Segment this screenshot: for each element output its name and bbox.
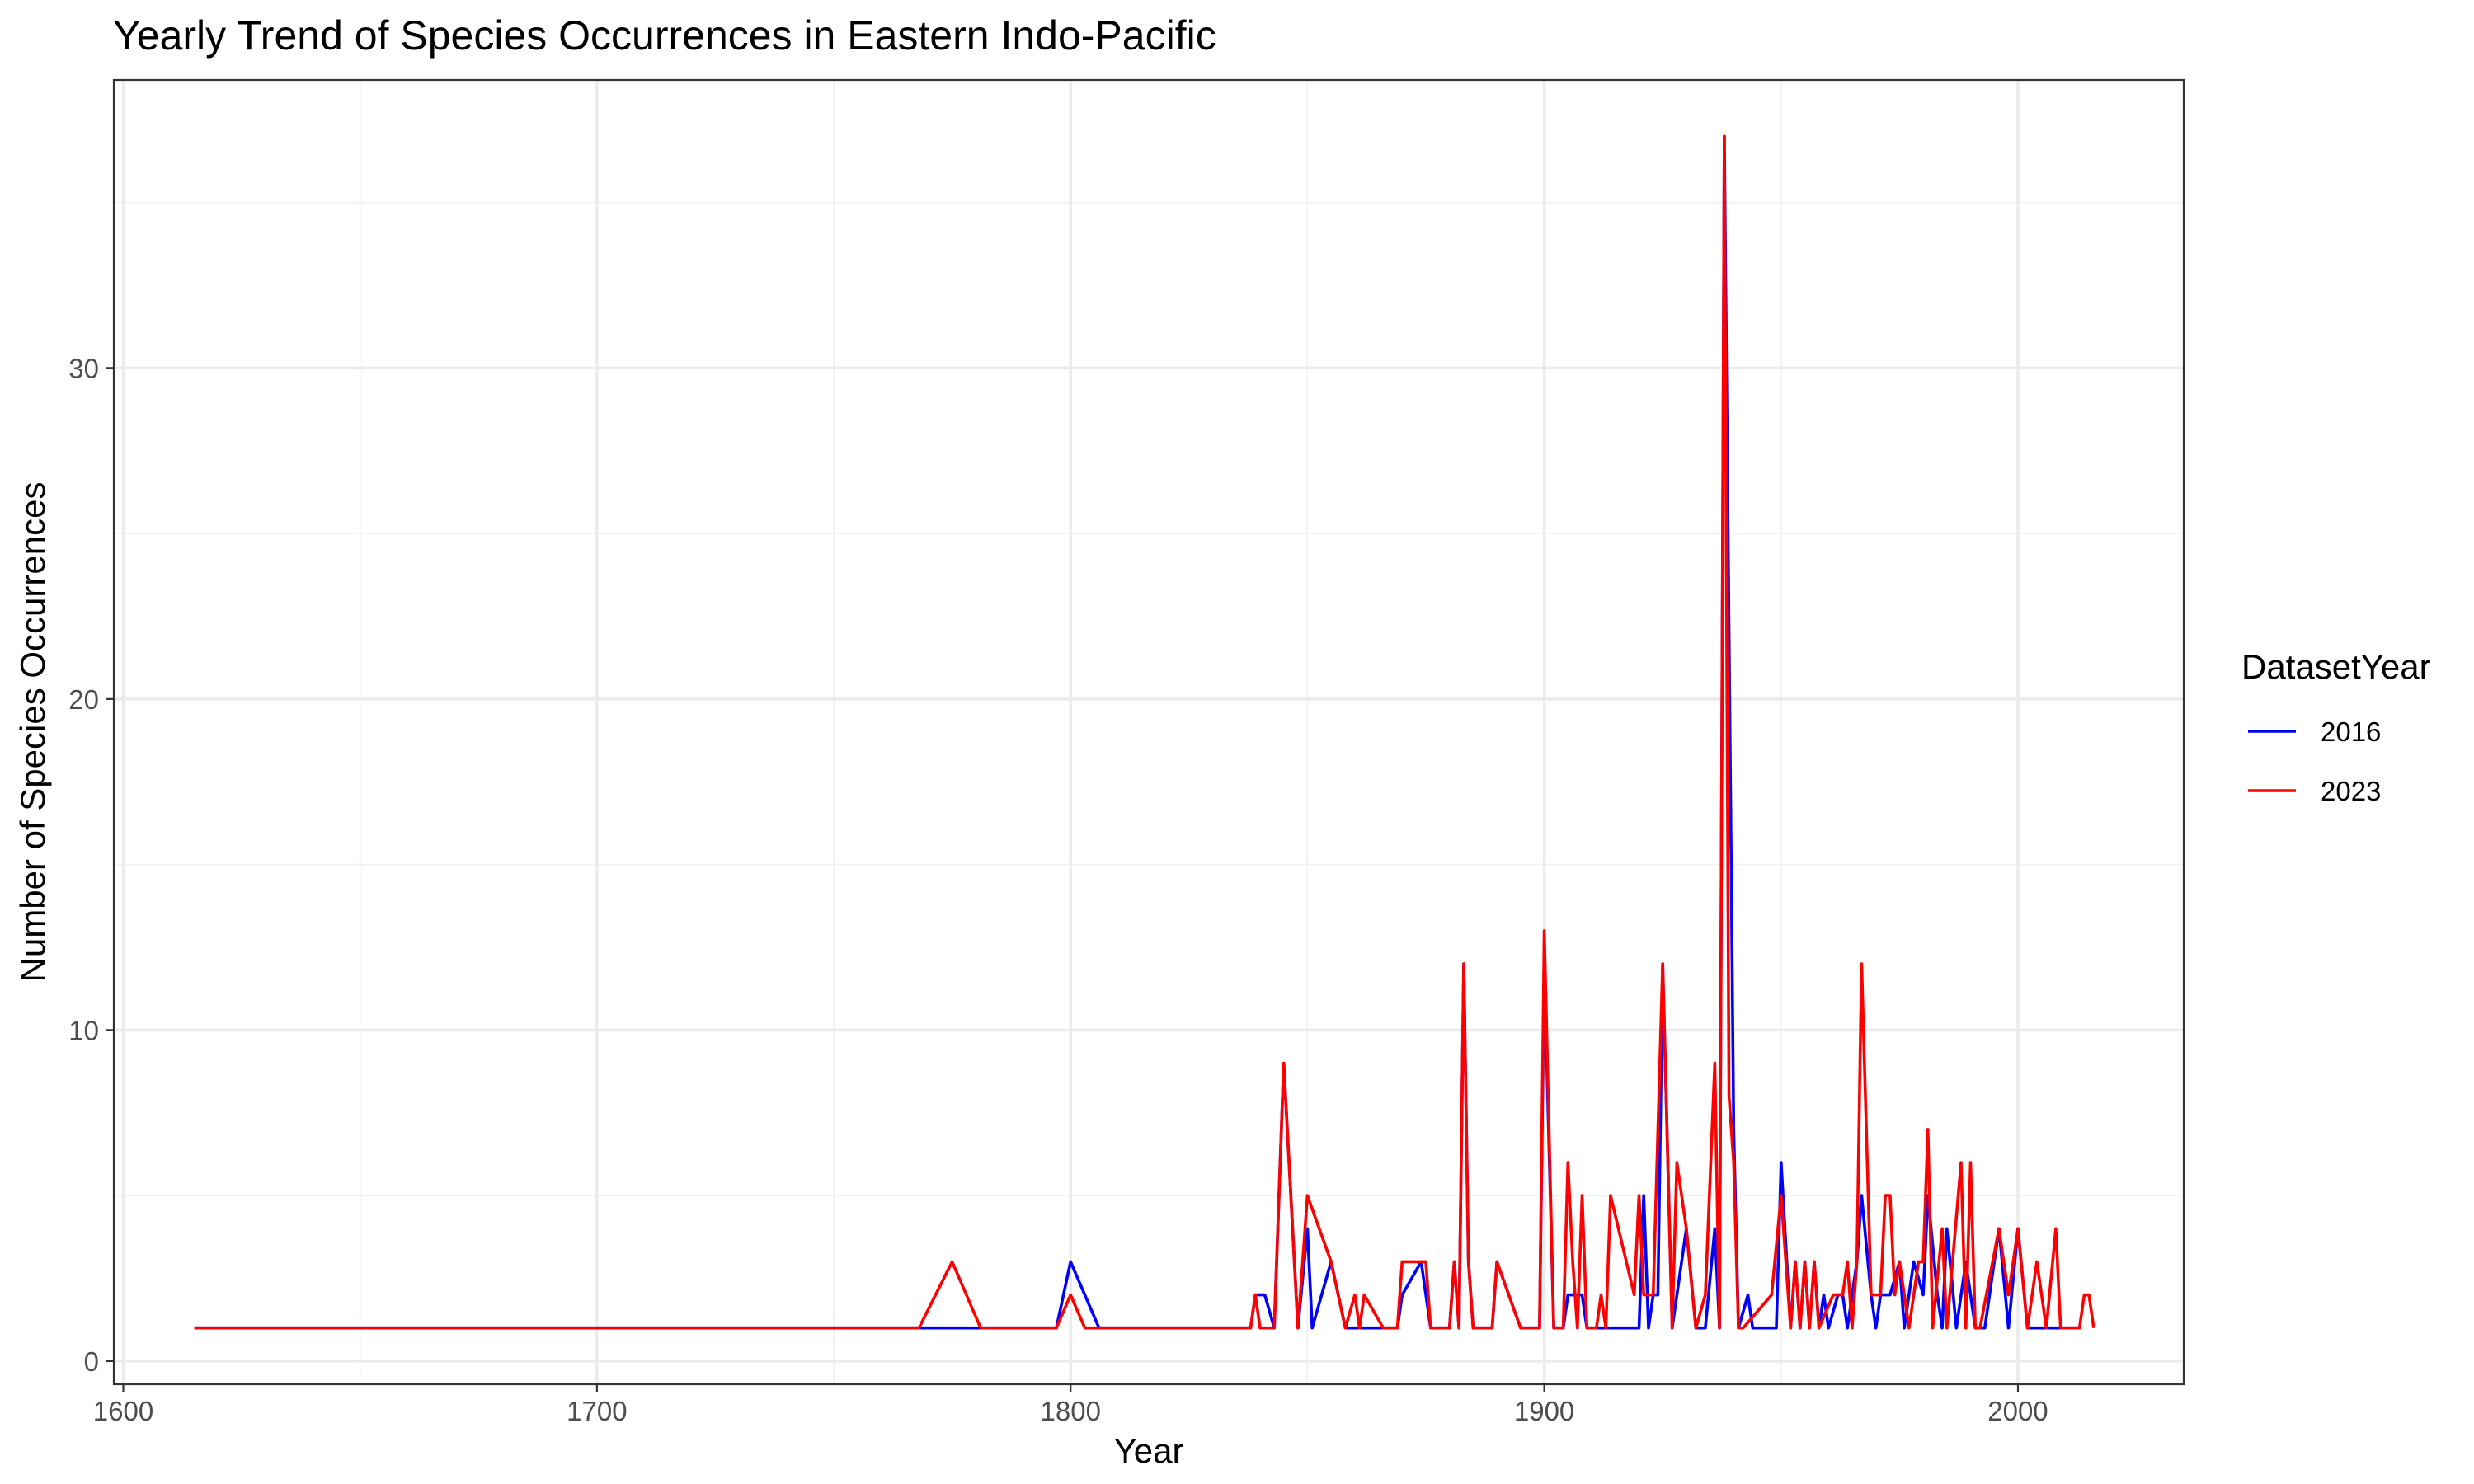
series-line-2023 xyxy=(195,136,2094,1327)
plot-panel xyxy=(114,80,2184,1384)
series-line-2016 xyxy=(195,136,2080,1327)
x-tick-label: 1700 xyxy=(567,1396,627,1426)
minor-gridlines xyxy=(114,80,2184,1384)
x-axis: 1600 1700 1800 1900 2000 xyxy=(93,1384,2048,1426)
legend-label-2016: 2016 xyxy=(2321,716,2381,747)
y-axis: 0 10 20 30 xyxy=(68,353,114,1377)
legend: DatasetYear 2016 2023 xyxy=(2241,647,2431,806)
x-tick-label: 1600 xyxy=(93,1396,153,1426)
panel-border xyxy=(114,80,2184,1384)
legend-label-2023: 2023 xyxy=(2321,776,2381,806)
legend-items: 2016 2023 xyxy=(2248,716,2381,806)
chart-title: Yearly Trend of Species Occurrences in E… xyxy=(113,12,1216,59)
y-axis-title: Number of Species Occurrences xyxy=(13,482,52,983)
y-tick-label: 30 xyxy=(68,353,99,383)
x-tick-label: 1800 xyxy=(1041,1396,1101,1426)
x-tick-label: 1900 xyxy=(1514,1396,1574,1426)
y-tick-label: 10 xyxy=(68,1015,99,1045)
x-tick-label: 2000 xyxy=(1987,1396,2048,1426)
series-lines xyxy=(195,136,2094,1327)
y-tick-label: 20 xyxy=(68,684,99,715)
major-gridlines xyxy=(114,80,2184,1384)
x-axis-title: Year xyxy=(1114,1431,1184,1470)
legend-title: DatasetYear xyxy=(2241,647,2431,686)
y-tick-label: 0 xyxy=(84,1346,99,1377)
